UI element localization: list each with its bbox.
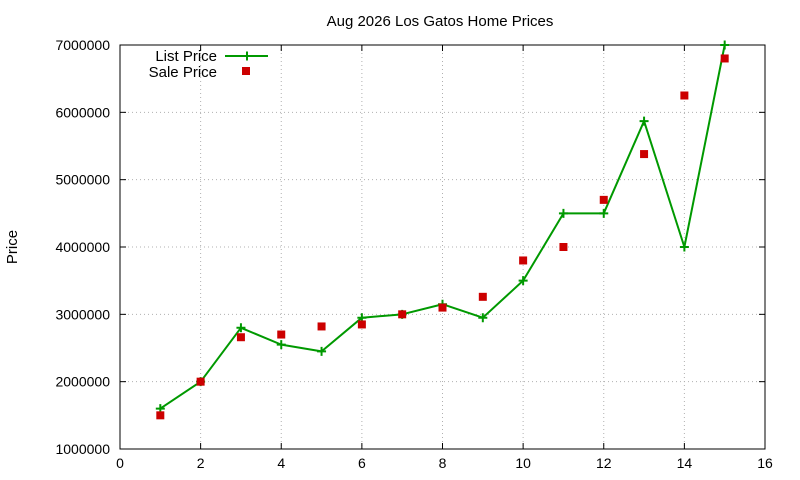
point-sale-price — [478, 292, 487, 301]
legend-label-list-price: List Price — [155, 48, 217, 65]
legend: List Price Sale Price — [149, 48, 268, 81]
point-list-price — [478, 313, 488, 323]
point-sale-price — [438, 303, 447, 312]
x-tick-label: 8 — [439, 455, 447, 471]
point-list-price — [236, 323, 246, 333]
x-tick-label: 2 — [197, 455, 205, 471]
series-layer — [155, 40, 730, 420]
point-list-price — [558, 208, 568, 218]
x-tick-label: 6 — [358, 455, 366, 471]
point-list-price — [720, 40, 730, 50]
legend-label-sale-price: Sale Price — [149, 64, 217, 81]
y-tick-label: 1000000 — [55, 441, 110, 457]
x-tick-label: 16 — [757, 455, 773, 471]
point-sale-price — [398, 310, 407, 319]
axis-ticks: 0 2 4 6 8 10 12 14 16 1000000 2000000 3000000 400000… — [55, 37, 773, 471]
chart-title: Aug 2026 Los Gatos Home Prices — [327, 13, 554, 30]
point-list-price — [518, 276, 528, 286]
x-tick-label: 10 — [515, 455, 531, 471]
point-sale-price — [357, 320, 366, 329]
point-sale-price — [236, 333, 245, 342]
y-tick-label: 2000000 — [55, 374, 110, 390]
y-tick-label: 3000000 — [55, 306, 110, 322]
point-list-price — [317, 346, 327, 356]
point-list-price — [679, 242, 689, 252]
legend-marker-list-price — [242, 51, 252, 61]
x-tick-label: 0 — [116, 455, 124, 471]
point-sale-price — [720, 54, 729, 63]
point-sale-price — [317, 322, 326, 331]
x-tick-label: 4 — [277, 455, 285, 471]
y-tick-label: 6000000 — [55, 104, 110, 120]
point-sale-price — [277, 330, 286, 339]
point-list-price — [276, 340, 286, 350]
y-axis-label: Price — [4, 230, 21, 264]
series-line-list-price — [159, 44, 726, 410]
point-list-price — [639, 116, 649, 126]
point-sale-price — [196, 377, 205, 386]
point-sale-price — [156, 411, 165, 420]
grid — [120, 45, 765, 449]
point-list-price — [599, 208, 609, 218]
legend-marker-sale-price — [242, 67, 250, 75]
point-sale-price — [680, 91, 689, 100]
y-tick-label: 4000000 — [55, 239, 110, 255]
point-sale-price — [599, 195, 608, 204]
x-tick-label: 14 — [677, 455, 693, 471]
y-tick-label: 7000000 — [55, 37, 110, 53]
point-sale-price — [559, 243, 568, 251]
x-tick-label: 12 — [596, 455, 612, 471]
point-sale-price — [519, 256, 528, 265]
point-sale-price — [640, 150, 649, 159]
y-tick-label: 5000000 — [55, 172, 110, 188]
